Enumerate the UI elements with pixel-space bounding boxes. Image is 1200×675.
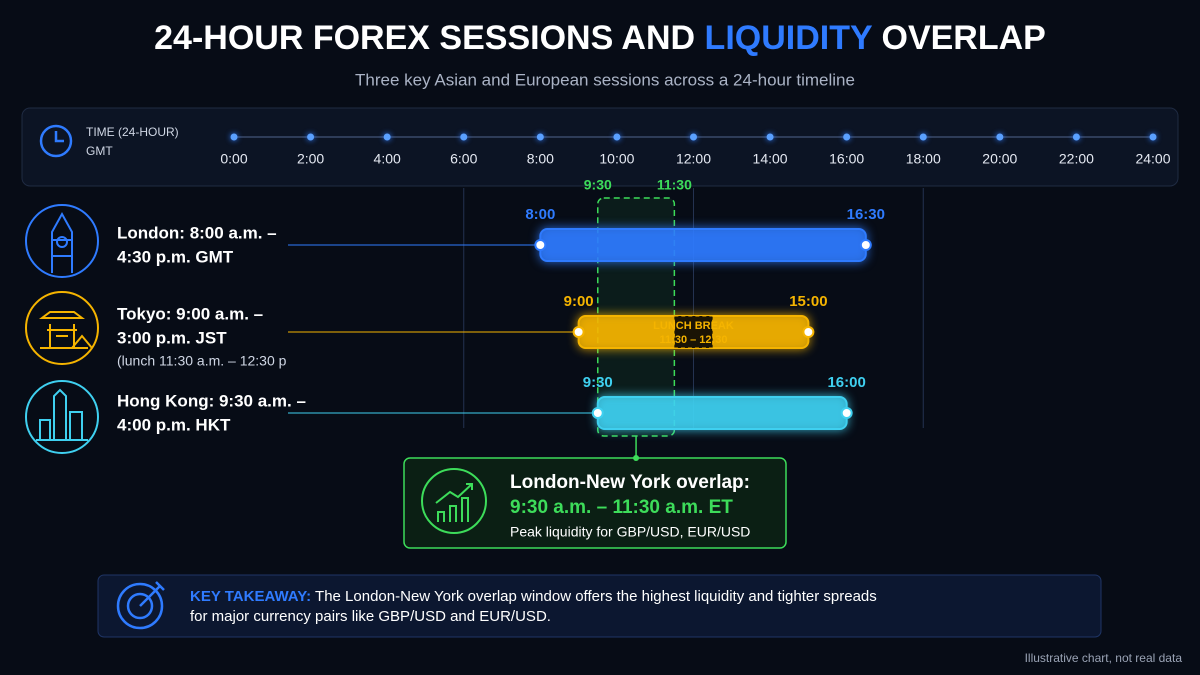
hk-icon [25,380,99,454]
session-end-label: 15:00 [789,293,827,310]
session-endpoint [591,407,604,419]
overlap-title: London-New York overlap: [510,472,750,493]
clock-hands [54,131,64,143]
session-start-label: 9:30 [583,374,613,391]
takeaway-text: KEY TAKEAWAY: The London-New York overla… [190,588,877,605]
axis-label: TIME (24-HOUR) [86,125,179,139]
tick-dot [307,133,315,141]
overlap-callout [403,457,787,549]
x-tick-label: 6:00 [450,151,477,167]
target-ring [126,592,154,620]
title-part: OVERLAP [882,19,1046,57]
target-icon [116,582,164,630]
session-start-label: 8:00 [525,206,555,223]
overlap-description: Peak liquidity for GBP/USD, EUR/USD [510,524,750,540]
london-tower [51,211,73,273]
session-label: 4:30 p.m. GMT [117,247,234,266]
session-start-label: 9:00 [564,293,594,310]
session-label: London: 8:00 a.m. – [117,223,277,242]
tick-dot [1149,133,1157,141]
session-label: Hong Kong: 9:30 a.m. – [117,391,306,410]
connector-dot [633,455,640,461]
footnote: Illustrative chart, not real data [1025,651,1183,665]
session-endpoint [802,326,815,338]
overlap-start-label: 9:30 [584,177,612,193]
overlap-time: 9:30 a.m. – 11:30 a.m. ET [510,497,733,518]
session-bar [539,228,867,262]
tick-dot [690,133,697,141]
tick-dot [613,133,621,141]
takeaway-line: The London-New York overlap window offer… [315,588,877,605]
session-end-label: 16:30 [847,206,885,223]
session-endpoint [859,239,872,251]
lunch-break [673,315,714,349]
target-arrow [139,581,165,607]
x-tick-label: 24:00 [1135,151,1170,167]
session-label: 4:00 p.m. HKT [117,415,231,434]
london-icon [25,204,99,278]
tick-dot [996,133,1004,141]
chart-title: 24-HOUR FOREX SESSIONS AND LIQUIDITY OVE… [154,19,1046,57]
x-tick-label: 0:00 [220,151,247,167]
x-tick-label: 2:00 [297,151,324,167]
session-label: 3:00 p.m. JST [117,328,227,347]
title-part: 24-HOUR FOREX SESSIONS AND [154,19,695,57]
x-tick-label: 12:00 [676,151,711,167]
axis-sublabel: GMT [86,144,113,158]
takeaway-label: KEY TAKEAWAY: [190,588,311,605]
tick-dot [536,133,544,141]
session-note: (lunch 11:30 a.m. – 12:30 p [117,353,287,369]
overlap-end-label: 11:30 [657,177,692,193]
subtitle: Three key Asian and European sessions ac… [355,70,855,89]
tick-dot [1072,133,1080,141]
tick-dot [843,133,851,141]
tokyo-icon [25,291,99,365]
x-tick-label: 18:00 [906,151,941,167]
session-end-label: 16:00 [827,374,865,391]
chart-icon-bars [435,483,473,522]
session-label: Tokyo: 9:00 a.m. – [117,304,263,323]
takeaway-panel [97,574,1102,638]
x-tick-label: 10:00 [599,151,634,167]
tick-dot [919,133,927,141]
title-highlight: LIQUIDITY [705,19,873,57]
axis-panel [21,107,1179,187]
session-endpoint [572,326,585,338]
break-range: 11:30 – 12:30 [660,334,728,346]
x-tick-label: 4:00 [374,151,401,167]
tick-dot [460,133,468,141]
clock-icon [39,124,73,158]
x-tick-label: 8:00 [527,151,554,167]
hk-skyline [36,388,88,441]
london-clock [56,236,68,248]
break-label: LUNCH BREAK [653,320,734,332]
session-icons [25,204,99,454]
session-endpoint [840,407,853,419]
x-tick-label: 16:00 [829,151,864,167]
x-tick-label: 22:00 [1059,151,1094,167]
tick-dot [230,133,238,141]
chart-icon [421,468,487,534]
session-bar [596,396,848,430]
tick-dot [766,133,774,141]
tokyo-pagoda [39,311,93,349]
x-tick-label: 14:00 [753,151,788,167]
tick-dot [383,133,391,141]
takeaway-line: for major currency pairs like GBP/USD an… [190,608,551,625]
x-tick-label: 20:00 [982,151,1017,167]
session-endpoint [534,239,547,251]
